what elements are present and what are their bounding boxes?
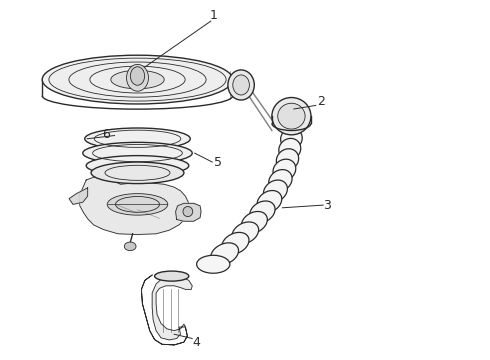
Ellipse shape	[233, 75, 249, 95]
Ellipse shape	[86, 156, 189, 176]
Ellipse shape	[278, 103, 305, 129]
Ellipse shape	[242, 211, 268, 233]
Ellipse shape	[211, 243, 239, 265]
Ellipse shape	[130, 67, 145, 85]
Ellipse shape	[232, 222, 259, 244]
Ellipse shape	[222, 233, 249, 254]
Text: 3: 3	[323, 199, 331, 212]
Ellipse shape	[42, 55, 233, 104]
Ellipse shape	[281, 128, 302, 149]
Text: 1: 1	[209, 9, 217, 22]
Ellipse shape	[124, 242, 136, 251]
Ellipse shape	[85, 128, 190, 149]
Ellipse shape	[91, 162, 184, 184]
Ellipse shape	[264, 180, 288, 202]
Text: 4: 4	[192, 336, 200, 348]
Polygon shape	[142, 275, 192, 345]
Ellipse shape	[272, 98, 311, 135]
Polygon shape	[69, 188, 88, 204]
Ellipse shape	[83, 142, 192, 164]
Ellipse shape	[107, 194, 168, 215]
Ellipse shape	[279, 138, 301, 160]
Polygon shape	[175, 203, 201, 221]
Ellipse shape	[269, 170, 292, 192]
Ellipse shape	[183, 207, 193, 217]
Polygon shape	[79, 176, 189, 234]
Text: 2: 2	[317, 95, 325, 108]
Ellipse shape	[273, 159, 296, 181]
Text: 6: 6	[102, 127, 110, 141]
Ellipse shape	[250, 201, 275, 223]
Ellipse shape	[276, 149, 298, 171]
Ellipse shape	[111, 70, 164, 89]
Text: 5: 5	[214, 156, 222, 168]
Ellipse shape	[257, 190, 282, 212]
Ellipse shape	[228, 70, 254, 100]
Ellipse shape	[126, 64, 148, 91]
Ellipse shape	[155, 271, 189, 281]
Ellipse shape	[49, 58, 226, 101]
Ellipse shape	[196, 255, 230, 273]
